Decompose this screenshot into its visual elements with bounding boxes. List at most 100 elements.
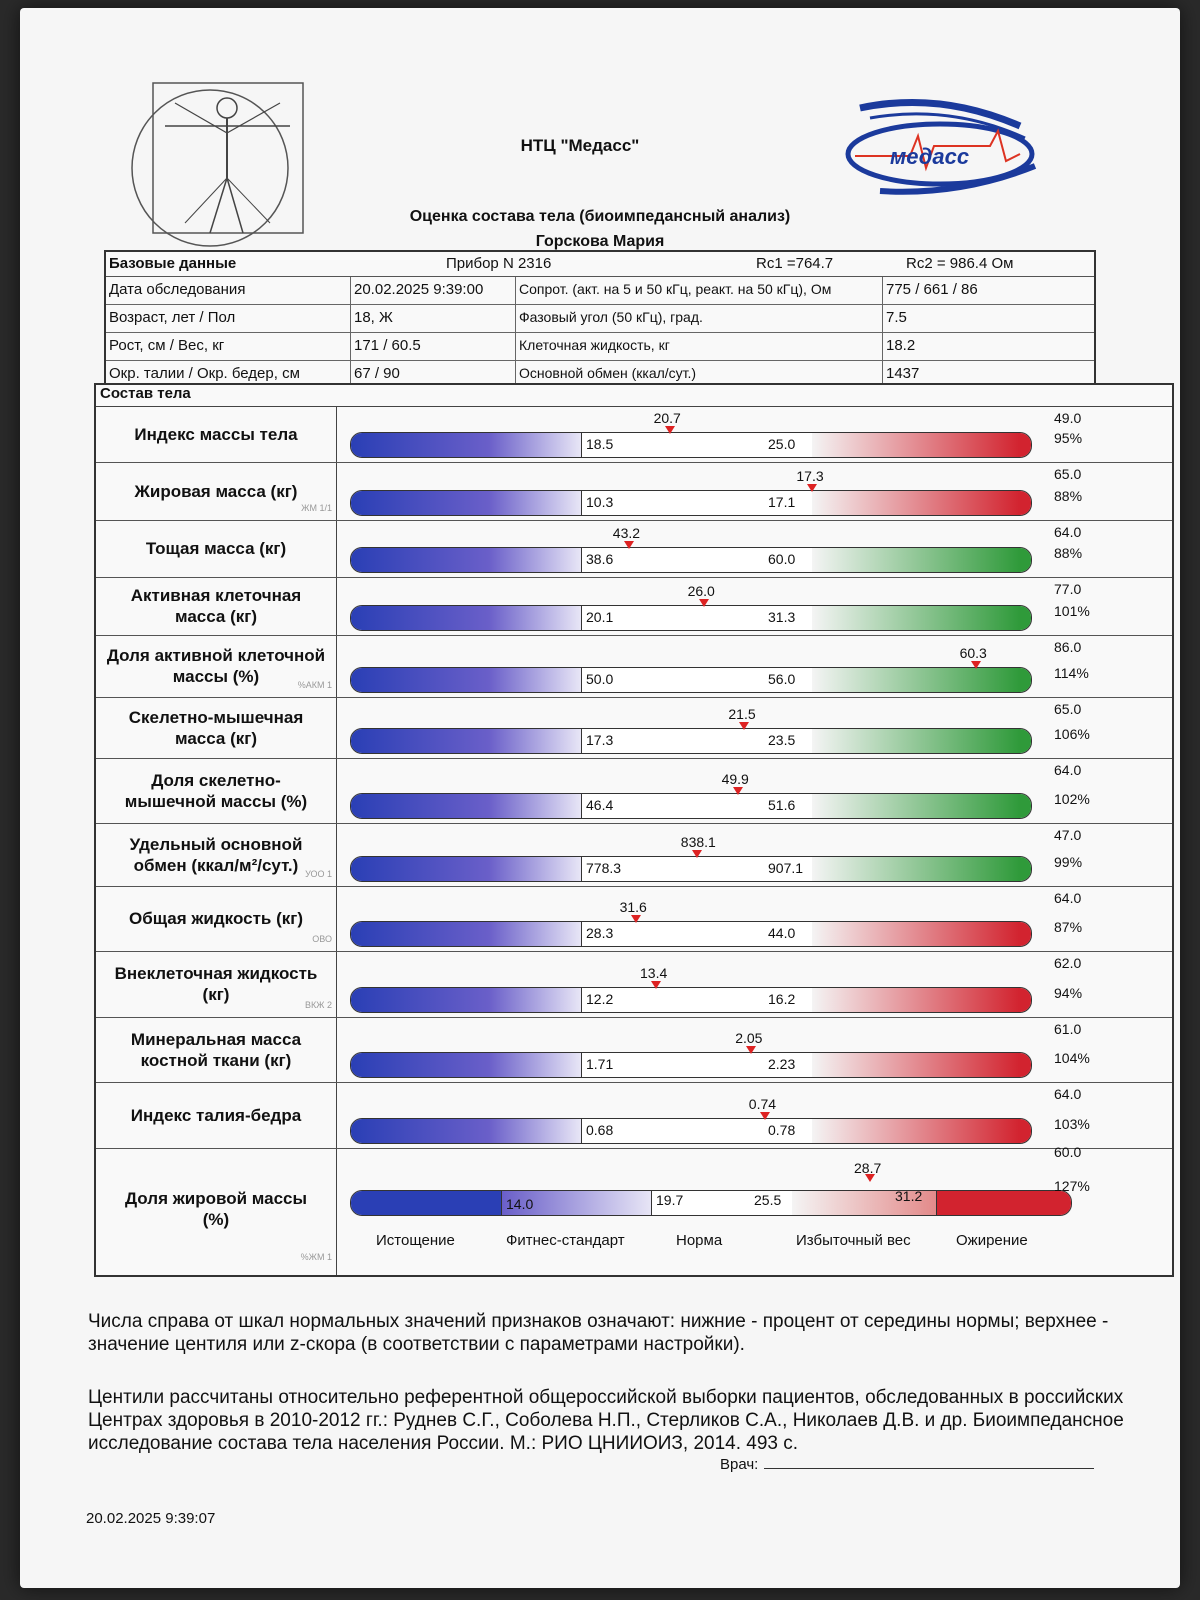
percent-of-norm: 99% — [1054, 854, 1083, 870]
metric-label: Удельный основной обмен (ккал/м²/сут.) УО… — [96, 823, 336, 887]
percent-of-norm: 102% — [1054, 791, 1090, 807]
measured-value: 17.3 — [796, 468, 824, 484]
body-composition-section: Состав тела Индекс массы тела Жировая мас… — [94, 383, 1174, 1277]
metric-scale-row: 17.3 23.5 21.5 65.0 106% — [336, 697, 1172, 759]
fat-percent-scale-row: 14.0 19.7 25.5 31.2 28.7 60.0 127% Истощение Фит… — [336, 1144, 1172, 1269]
normal-range-bar — [350, 856, 1032, 882]
zone-label: Избыточный вес — [796, 1232, 911, 1249]
metric-label-text: Внеклеточная жидкость (кг) — [114, 964, 318, 1004]
organization-name: НТЦ "Медасс" — [520, 136, 640, 155]
percent-of-norm: 106% — [1054, 726, 1090, 742]
range-low-value: 38.6 — [586, 551, 614, 567]
centile-value: 64.0 — [1054, 524, 1082, 540]
measured-value: 43.2 — [612, 525, 641, 541]
centile-value: 49.0 — [1054, 410, 1082, 426]
metric-label-text: Тощая масса (кг) — [145, 539, 287, 558]
basic-data-value: 18.2 — [886, 337, 916, 354]
metric-scale-row: 778.3 907.1 838.1 47.0 99% — [336, 823, 1172, 887]
range-high-value: 2.23 — [768, 1056, 796, 1072]
measured-value-marker-icon — [746, 1046, 757, 1054]
percent-of-norm: 103% — [1054, 1116, 1090, 1132]
metric-scale-row: 50.0 56.0 60.3 86.0 114% — [336, 635, 1172, 698]
footer-note-1: Числа справа от шкал нормальных значений… — [88, 1311, 1109, 1355]
metric-scale-row: 0.68 0.78 0.74 64.0 103% — [336, 1082, 1172, 1149]
footer-note-2: Центили рассчитаны относительно референт… — [88, 1387, 1124, 1454]
vitruvian-man-image — [131, 82, 304, 247]
measured-value: 21.5 — [728, 706, 756, 722]
percent-of-norm: 88% — [1054, 545, 1083, 561]
centile-value: 47.0 — [1054, 827, 1082, 843]
measured-value-marker-icon — [807, 484, 818, 492]
metric-scale-row: 46.4 51.6 49.9 64.0 102% — [336, 758, 1172, 824]
zone-label: Ожирение — [956, 1232, 1028, 1249]
centile-value: 60.0 — [1054, 1144, 1082, 1160]
measured-value: 60.3 — [959, 645, 987, 661]
metric-scale-row: 18.5 25.0 20.7 49.0 95% — [336, 406, 1172, 463]
range-high-value: 25.0 — [768, 436, 796, 452]
normal-range-bar — [350, 1118, 1032, 1144]
basic-data-row: Дата обследования 20.02.2025 9:39:00 Сопро… — [106, 277, 1094, 305]
measured-value: 838.1 — [680, 834, 716, 850]
metric-code: %ЖМ 1 — [300, 1252, 332, 1262]
metric-label-text: Индекс талия-бедра — [130, 1105, 302, 1125]
normal-range-bar — [350, 728, 1032, 754]
centile-value: 62.0 — [1054, 955, 1082, 971]
range-high-value: 23.5 — [768, 732, 796, 748]
basic-data-value: 20.02.2025 9:39:00 — [351, 277, 516, 304]
zone-label: Норма — [676, 1232, 723, 1249]
metric-label-text: Доля жировой массы (%) — [124, 1188, 307, 1229]
basic-data-label: Дата обследования — [106, 277, 351, 304]
measured-value: 0.74 — [748, 1096, 777, 1112]
measured-value-marker-icon — [865, 1174, 875, 1182]
metric-label: Доля активной клеточной массы (%) %АКМ 1 — [96, 635, 336, 698]
svg-text:медасс: медасс — [890, 144, 969, 169]
basic-data-label: Возраст, лет / Пол — [106, 305, 351, 332]
centile-value: 64.0 — [1054, 762, 1082, 778]
threshold-value: 14.0 — [506, 1196, 534, 1212]
fat-percent-bar — [350, 1190, 1072, 1216]
percent-of-norm: 101% — [1054, 603, 1090, 619]
basic-data-value: 171 / 60.5 — [351, 333, 516, 360]
normal-range-bar — [350, 793, 1032, 819]
metric-label: Активная клеточная масса (кг) — [96, 577, 336, 636]
basic-data-table: Базовые данные Прибор N 2316 Rc1 =764.7 … — [104, 250, 1096, 390]
percent-of-norm: 127% — [1054, 1178, 1090, 1194]
metric-label-text: Доля активной клеточной массы (%) — [106, 646, 326, 686]
centile-value: 64.0 — [1054, 1086, 1082, 1102]
basic-data-row: Окр. талии / Окр. бедер, см 67 / 90 Основн… — [106, 361, 1094, 388]
metric-code: ЖМ 1/1 — [301, 503, 332, 513]
basic-data-label: Клеточная жидкость, кг — [516, 333, 883, 360]
measured-value: 49.9 — [721, 771, 749, 787]
metric-scale-row: 10.3 17.1 17.3 65.0 88% — [336, 462, 1172, 521]
measured-value-marker-icon — [732, 787, 743, 795]
metric-label-text: Индекс массы тела — [134, 424, 298, 444]
zone-label: Фитнес-стандарт — [506, 1232, 625, 1249]
normal-range-bar — [350, 921, 1032, 947]
zone-label: Истощение — [376, 1232, 455, 1249]
centile-value: 64.0 — [1054, 890, 1082, 906]
measured-value: 26.0 — [687, 583, 715, 599]
basic-data-label: Основной обмен (ккал/сут.) — [516, 361, 883, 388]
range-high-value: 907.1 — [768, 860, 804, 876]
basic-data-row: Рост, см / Вес, кг 171 / 60.5 Клеточная жи… — [106, 333, 1094, 361]
print-timestamp: 20.02.2025 9:39:07 — [86, 1510, 216, 1527]
range-high-value: 56.0 — [768, 671, 796, 687]
measured-value-marker-icon — [664, 426, 675, 434]
threshold-value: 31.2 — [895, 1188, 923, 1204]
basic-data-row: Возраст, лет / Пол 18, Ж Фазовый угол (50 … — [106, 305, 1094, 333]
percent-of-norm: 104% — [1054, 1050, 1090, 1066]
measured-value-marker-icon — [623, 541, 634, 549]
centile-value: 65.0 — [1054, 466, 1082, 482]
metric-scale-row: 38.6 60.0 43.2 64.0 88% — [336, 520, 1172, 578]
doctor-signature-field: Врач: — [720, 1456, 1095, 1473]
metric-scale-row: 20.1 31.3 26.0 77.0 101% — [336, 577, 1172, 636]
normal-range-bar — [350, 667, 1032, 693]
range-low-value: 46.4 — [586, 797, 614, 813]
metric-label: Общая жидкость (кг) ОВО — [96, 886, 336, 952]
range-low-value: 10.3 — [586, 494, 614, 510]
basic-data-value: 7.5 — [886, 309, 907, 326]
basic-data-value: 1437 — [886, 365, 920, 382]
measured-value-marker-icon — [739, 722, 750, 730]
measured-value: 2.05 — [735, 1030, 763, 1046]
percent-of-norm: 87% — [1054, 919, 1083, 935]
